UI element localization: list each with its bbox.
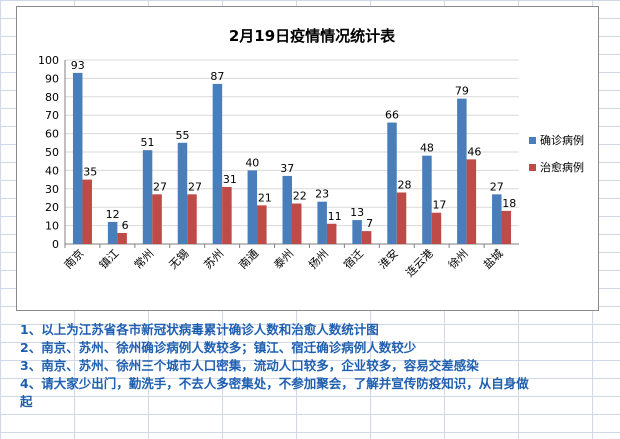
data-label: 27 <box>188 180 202 193</box>
x-tick-label: 宿迁 <box>341 246 366 271</box>
x-tick-label: 泰州 <box>271 246 296 271</box>
data-label: 31 <box>223 173 237 186</box>
chart-title: 2月19日疫情情况统计表 <box>229 27 396 45</box>
bar-cured <box>187 194 197 244</box>
legend-swatch <box>529 137 536 144</box>
bar-cured <box>326 223 337 244</box>
y-tick-label: 50 <box>45 146 59 159</box>
bar-cured <box>152 194 162 244</box>
bar-cured <box>361 231 372 244</box>
x-tick-label: 淮安 <box>375 246 400 271</box>
bar-cured <box>82 179 92 244</box>
bar-confirmed <box>282 175 292 244</box>
bar-confirmed <box>492 194 502 244</box>
bar-confirmed <box>107 221 118 244</box>
data-label: 93 <box>71 59 85 72</box>
data-label: 40 <box>245 156 259 169</box>
y-tick-label: 30 <box>45 183 59 196</box>
bar-confirmed <box>142 150 153 244</box>
data-label: 17 <box>432 199 446 212</box>
data-label: 48 <box>420 142 434 155</box>
legend-swatch <box>529 164 536 171</box>
bar-confirmed <box>352 220 362 244</box>
y-tick-label: 60 <box>45 128 59 141</box>
data-label: 11 <box>328 210 342 223</box>
x-tick-label: 徐州 <box>445 246 470 271</box>
y-tick-label: 100 <box>38 54 59 67</box>
x-tick-label: 常州 <box>132 247 157 272</box>
data-label: 87 <box>210 70 224 83</box>
data-label: 13 <box>350 206 364 219</box>
bar-confirmed <box>212 83 223 244</box>
data-label: 21 <box>258 191 272 204</box>
bar-cured <box>396 192 407 244</box>
data-label: 27 <box>490 180 504 193</box>
data-label: 28 <box>398 178 412 191</box>
chart-container[interactable]: 2月19日疫情情况统计表 0 10 20 30 40 50 60 70 80 90 100 93 35 南京… <box>16 6 599 311</box>
data-label: 27 <box>153 180 167 193</box>
x-tick-label: 镇江 <box>96 246 121 271</box>
data-label: 79 <box>455 85 469 98</box>
data-label: 66 <box>385 109 399 122</box>
bar-confirmed <box>422 155 432 244</box>
x-tick-label: 扬州 <box>306 246 331 271</box>
data-label: 23 <box>315 188 329 201</box>
data-label: 35 <box>83 166 97 179</box>
x-tick-label: 盐城 <box>481 247 506 272</box>
bar-confirmed <box>387 122 397 244</box>
data-label: 18 <box>502 197 516 210</box>
data-label: 55 <box>175 129 189 142</box>
data-label: 6 <box>122 219 129 232</box>
bar-confirmed <box>457 98 467 244</box>
x-tick-label: 南京 <box>61 246 86 271</box>
data-label: 51 <box>141 136 155 149</box>
bar-chart: 2月19日疫情情况统计表 0 10 20 30 40 50 60 70 80 90 100 93 35 南京… <box>38 27 584 280</box>
y-tick-label: 20 <box>45 201 59 214</box>
bar-cured <box>222 186 232 244</box>
data-label: 46 <box>467 145 481 158</box>
legend-entry: 确诊病例 <box>540 133 584 147</box>
x-tick-label: 连云港 <box>403 247 436 280</box>
note-line-2: 2、南京、苏州、徐州确诊病例人数较多；镇江、宿迁确诊病例人数较少 <box>20 340 417 355</box>
bar-cured <box>466 159 477 244</box>
bar-cured <box>292 203 302 244</box>
x-tick-label: 南通 <box>236 247 261 272</box>
bar-cured <box>431 212 442 244</box>
data-label: 7 <box>366 217 373 230</box>
y-tick-label: 40 <box>45 164 59 177</box>
y-tick-label: 10 <box>45 220 59 233</box>
note-line-1: 1、以上为江苏省各市新冠状病毒累计确诊人数和治愈人数统计图 <box>20 322 379 337</box>
data-label: 37 <box>280 162 294 175</box>
y-tick-label: 70 <box>45 109 59 122</box>
bar-cured <box>257 205 267 244</box>
notes-block: 1、以上为江苏省各市新冠状病毒累计确诊人数和治愈人数统计图 2、南京、苏州、徐州… <box>20 321 540 411</box>
note-line-4: 4、请大家少出门，勤洗手，不去人多密集处，不参加聚会，了解并宣传防疫知识，从自身… <box>20 376 529 409</box>
data-label: 22 <box>293 190 307 203</box>
bar-cured <box>117 232 127 244</box>
x-tick-label: 苏州 <box>202 247 227 272</box>
y-tick-label: 90 <box>45 72 59 85</box>
bar-confirmed <box>247 170 258 244</box>
bar-cured <box>501 210 512 244</box>
legend-entry: 治愈病例 <box>540 160 584 174</box>
note-line-3: 3、南京、苏州、徐州三个城市人口密集，流动人口较多，企业较多，容易交差感染 <box>20 358 479 373</box>
y-tick-label: 80 <box>45 91 59 104</box>
y-tick-label: 0 <box>52 238 59 251</box>
bar-confirmed <box>72 72 83 244</box>
bar-confirmed <box>177 142 188 244</box>
bar-confirmed <box>317 201 327 244</box>
data-label: 12 <box>106 208 120 221</box>
x-tick-label: 无锡 <box>166 246 191 271</box>
